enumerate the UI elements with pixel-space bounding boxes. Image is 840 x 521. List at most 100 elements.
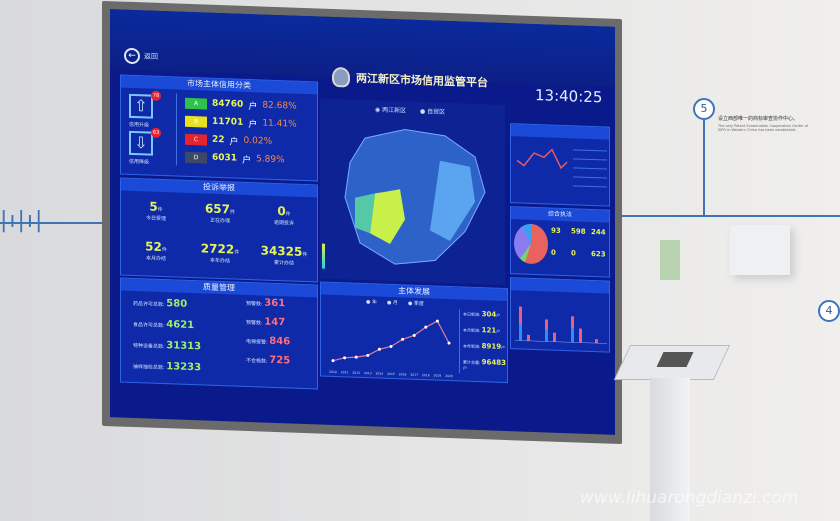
stat-value: 121 [481, 326, 497, 335]
complaint-stat: 0件 逾期投诉 [253, 199, 315, 227]
stat-value: 657 [204, 201, 231, 217]
map-region[interactable] [355, 193, 375, 234]
stat-label: 电梯报警: [246, 338, 268, 346]
grade-badge: B [185, 115, 207, 128]
option-quarter[interactable]: ● 季度 [407, 300, 424, 308]
enforcement-pie-chart [514, 223, 548, 265]
stat-label: 本年办结 [209, 257, 230, 265]
police-emblem-icon [332, 66, 350, 88]
stat-label: 不合格数: [246, 357, 268, 365]
stat-label: 特种设备总数: [133, 342, 165, 351]
x-tick-label: 2015 [387, 372, 395, 376]
enforcement-stat: 623 [591, 249, 606, 259]
unit: 户 [242, 155, 252, 166]
grade-badge: D [185, 151, 207, 164]
wall-line [0, 222, 110, 224]
stat-label: 药品许可总数: [133, 300, 165, 309]
quality-warning: 不合格数: 725 [246, 354, 290, 367]
wall-caption-en: The only Patent Examination Cooperation … [718, 124, 809, 132]
grade-badge: A [185, 97, 207, 110]
stat-label: 正在办理 [209, 217, 230, 225]
map-panel: ◉ 两江新区 ● 自贸区 [320, 98, 505, 285]
stat-value: 5 [149, 199, 158, 214]
enforcement-stat: 93 [551, 226, 561, 235]
unit: 件 [230, 209, 236, 216]
enforcement-stat: 598 [571, 227, 586, 236]
stat-label: 预警数: [246, 319, 263, 327]
x-tick-label: 2017 [410, 373, 418, 377]
x-tick-label: 2018 [422, 373, 430, 377]
stat-value: 8919 [481, 342, 502, 351]
data-point [401, 337, 405, 341]
stat-value: 361 [264, 297, 286, 310]
unit: 户 [496, 312, 501, 318]
x-tick-label: 2012 [352, 371, 360, 375]
panel-title: 主体发展 [321, 282, 507, 302]
stat-label: 本年新增: [463, 343, 481, 350]
development-line-chart: 2010 2011 2012 2013 2014 2015 2016 2017 2018 2019… [329, 319, 453, 378]
stat-label: 本月办结 [145, 255, 166, 263]
enforcement-stat: 0 [551, 248, 556, 257]
unit: 户 [229, 136, 239, 148]
inspection-panel [510, 277, 610, 353]
option-month[interactable]: ● 月 [386, 299, 398, 307]
stat-label: 累计办结 [273, 259, 294, 267]
quality-stat: 特种设备总数: 31313 [133, 339, 201, 352]
option-year[interactable]: ● 年 [366, 299, 377, 306]
unit: 件 [234, 249, 240, 256]
quality-warning: 预警数: 361 [246, 297, 286, 310]
map-region[interactable] [430, 160, 475, 242]
district-map[interactable] [335, 117, 495, 273]
filter-radio-ftz[interactable]: ● 自贸区 [420, 108, 446, 116]
enforcement-stat: 244 [591, 227, 606, 237]
data-point [412, 333, 416, 337]
complaint-stat: 52件 本月办结 [125, 235, 187, 263]
x-tick-label: 2019 [434, 373, 442, 377]
stat-value: 4621 [166, 319, 195, 332]
unit: 件 [302, 251, 308, 259]
complaint-stat: 657件 正在办理 [189, 197, 251, 225]
dashboard-screen: ← 返回 两江新区市场信用监管平台 13:40:25 市场主体信用分类 ⇧ 78… [110, 9, 615, 435]
x-tick-label: 2016 [399, 372, 407, 376]
quality-warning: 电梯报警: 846 [246, 335, 290, 348]
complaint-stat: 5件 今日受理 [125, 195, 187, 223]
unit: 件 [157, 206, 163, 214]
stat-label: 食品许可总数: [133, 321, 165, 330]
back-button[interactable]: ← 返回 [124, 47, 158, 65]
wall-caption-cn: 设立西部唯一的商标审查协作中心。 [718, 116, 799, 122]
map-region-highlight[interactable] [370, 188, 405, 244]
quality-stat: 药品许可总数: 580 [133, 297, 187, 310]
stat-value: 725 [269, 354, 291, 367]
unit: 户 [496, 328, 501, 334]
trend-panel [510, 123, 610, 207]
credit-downgrade-button[interactable]: ⇩ [129, 130, 153, 156]
data-point [343, 356, 347, 360]
stat-value: 580 [166, 298, 188, 310]
option-label: 年 [371, 299, 377, 306]
credit-panel: 市场主体信用分类 ⇧ 78 信用升级 ⇩ 63 信用降级 A 84760 户 82.6… [120, 74, 318, 182]
trend-line-chart [516, 148, 568, 170]
panel-title: 投诉举报 [121, 178, 317, 198]
grade-pct: 0.02% [243, 135, 273, 147]
stat-label: 今日受理 [145, 215, 166, 223]
panel-title [511, 124, 609, 140]
stat-value: 2722 [200, 241, 235, 257]
credit-upgrade-button[interactable]: ⇧ [129, 93, 153, 119]
option-label: 季度 [413, 300, 424, 308]
upgrade-count-badge: 78 [151, 90, 161, 101]
unit: 件 [285, 211, 291, 218]
x-tick-label: 2013 [364, 371, 372, 375]
filter-radio-liangjiang[interactable]: ◉ 两江新区 [375, 106, 407, 115]
stat-value: 0 [277, 204, 286, 219]
stat-value: 304 [481, 310, 497, 319]
development-stat: 本年新增: 8919户 [463, 342, 507, 360]
development-panel: 主体发展 ● 年 ● 月 ● 季度 2010 2011 2012 2013 2014 20… [320, 281, 508, 384]
data-point [377, 347, 381, 351]
panel-title [511, 278, 609, 294]
x-tick-label: 2014 [376, 371, 384, 375]
data-point [447, 341, 451, 345]
kiosk-stand [650, 378, 690, 521]
map-legend-bar [322, 243, 325, 269]
unit: 件 [161, 246, 167, 254]
data-point [331, 359, 335, 363]
